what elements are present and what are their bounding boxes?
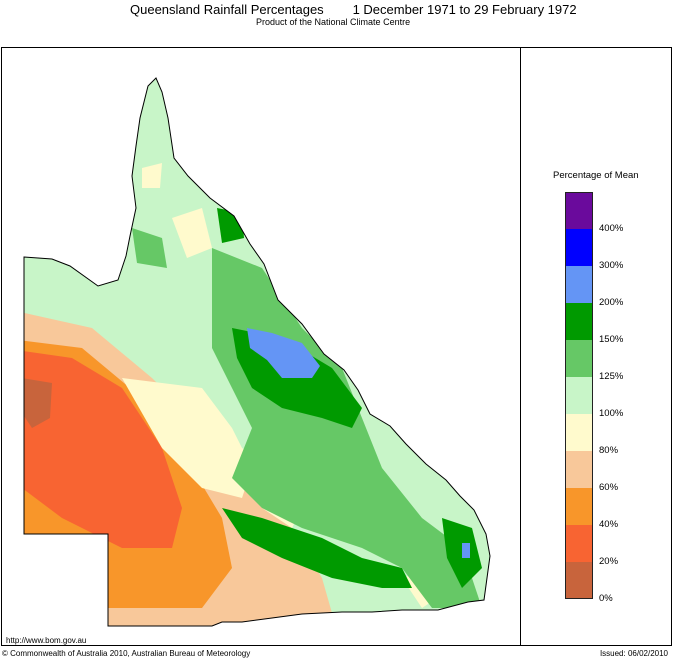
zone-80-100 (122, 378, 252, 498)
legend-swatch (565, 525, 593, 562)
map-frame (1, 47, 672, 646)
legend-label: 125% (599, 371, 624, 382)
legend-label: 400% (599, 223, 624, 234)
legend-title: Percentage of Mean (553, 170, 639, 181)
legend-swatch (565, 488, 593, 525)
legend-divider (520, 47, 521, 646)
legend-label: 300% (599, 260, 624, 271)
legend-label: 80% (599, 445, 619, 456)
legend-swatch (565, 340, 593, 377)
legend-label: 0% (599, 593, 613, 604)
legend-label: 100% (599, 408, 624, 419)
zone-200-300 (247, 328, 320, 378)
legend-swatch (565, 266, 593, 303)
legend-swatch (565, 192, 593, 229)
legend-label: 60% (599, 482, 619, 493)
legend-swatch (565, 451, 593, 488)
queensland-coastline (23, 77, 491, 627)
issued-date: Issued: 06/02/2010 (599, 649, 668, 658)
legend-swatch (565, 414, 593, 451)
map-header: Queensland Rainfall Percentages 1 Decemb… (0, 0, 674, 48)
legend-label: 200% (599, 297, 624, 308)
queensland-rainfall-map (23, 77, 491, 627)
legend-colorbar (565, 192, 593, 599)
legend-label: 20% (599, 556, 619, 567)
map-title: Queensland Rainfall Percentages 1 Decemb… (130, 2, 577, 17)
map-subtitle: Product of the National Climate Centre (256, 17, 411, 27)
legend-swatch (565, 303, 593, 340)
legend-swatch (565, 562, 593, 599)
legend-swatch (565, 229, 593, 266)
legend-label: 40% (599, 519, 619, 530)
legend-swatch (565, 377, 593, 414)
legend-label: 150% (599, 334, 624, 345)
source-url: http://www.bom.gov.au (6, 636, 87, 645)
copyright-note: © Commonwealth of Australia 2010, Austra… (2, 649, 251, 658)
